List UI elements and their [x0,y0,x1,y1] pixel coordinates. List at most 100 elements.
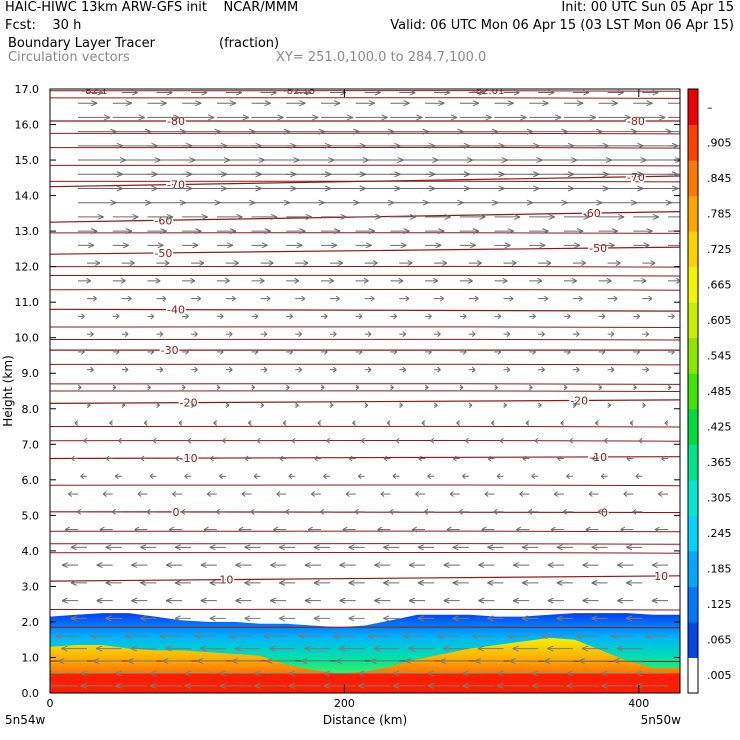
circulation-vector [210,455,217,462]
circulation-vector [270,597,287,604]
circulation-vector [456,420,460,426]
circulation-vector [626,455,634,462]
circulation-vector [459,349,467,355]
contour-line [50,146,680,149]
circulation-vector [286,384,290,391]
circulation-vector [633,213,660,220]
circulation-vector [225,260,239,267]
contour-line [50,363,680,366]
circulation-vector [112,199,152,206]
circulation-vector [320,384,325,391]
header-init-time: Init: 00 UTC Sun 05 Apr 15 [561,0,734,15]
circulation-vector [395,437,400,444]
circulation-vector [601,682,634,689]
circulation-vector [78,114,111,121]
circulation-vector [355,114,388,121]
colorbar-label: .845 [707,172,732,185]
contour-label: 0 [601,506,608,519]
circulation-vector [78,199,117,206]
circulation-vector [635,473,643,480]
circulation-vector [481,526,495,533]
circulation-vector [390,277,404,284]
circulation-vector [286,349,293,355]
circulation-vector [459,313,467,320]
circulation-vector [572,331,580,338]
circulation-vector [434,295,444,302]
circulation-vector [181,384,186,391]
circulation-vector [459,384,464,391]
circulation-vector [572,260,586,267]
circulation-vector [143,420,148,426]
circulation-vector [64,526,78,533]
y-axis-label: Height (km) [1,355,15,426]
circulation-vector [251,213,278,220]
circulation-vector [459,114,492,121]
circulation-vector [147,349,155,355]
circulation-vector [329,366,337,373]
x-tick-label: 0 [47,697,54,710]
circulation-vector [430,437,435,444]
circulation-vector [528,508,539,515]
circulation-vector [668,349,675,355]
circulation-vector [329,402,334,409]
colorbar-frame [687,88,699,694]
header-title: HAIC-HIWC 13km ARW-GFS init NCAR/MMM [5,0,299,15]
top-contour-label: -82.15 [283,86,315,97]
circulation-vector [598,100,618,107]
circulation-vector [572,89,590,96]
circulation-vector [633,349,641,355]
circulation-vector [282,420,287,426]
y-tick-label: 10.0 [15,332,40,345]
circulation-vector [442,645,469,652]
circulation-vector [373,645,400,652]
circulation-vector [209,544,226,551]
circulation-vector [531,670,564,677]
circulation-vector [642,295,653,302]
y-tick-label: 16.0 [15,119,40,132]
circulation-vector [279,579,296,586]
circulation-vector [70,579,87,586]
contour-line [50,383,680,385]
contour-line [50,425,680,428]
circulation-vector [286,213,313,220]
circulation-vector [159,633,183,640]
circulation-vector [598,114,631,121]
circulation-vector [225,331,233,338]
circulation-vector [320,228,341,235]
circulation-vector [279,615,296,622]
circulation-vector [494,100,514,107]
circulation-vector [563,277,577,284]
circulation-vector [225,295,236,302]
circulation-vector [74,420,79,426]
circulation-vector [355,277,369,284]
circulation-vector [191,295,202,302]
circulation-vector [633,242,650,249]
circulation-vector [83,437,88,444]
circulation-vector [295,366,302,373]
circulation-vector [389,508,400,515]
circulation-vector [598,213,625,220]
y-tick-label: 17.0 [15,83,40,96]
contour-line [50,164,680,167]
circulation-vector [529,384,533,391]
circulation-vector [529,349,536,355]
circulation-vector [285,508,296,515]
circulation-vector [556,615,573,622]
circulation-vector [499,437,504,444]
circulation-vector [633,277,647,284]
circulation-vector [434,331,441,338]
circulation-vector [329,295,340,302]
circulation-vector [408,562,426,569]
circulation-vector [182,277,196,284]
circulation-vector [235,562,252,569]
circulation-vector [130,645,157,652]
circulation-vector [115,682,148,689]
circulation-vector [390,213,417,220]
circulation-vector [607,260,621,267]
circulation-vector [560,420,565,426]
circulation-vector [598,199,638,206]
circulation-vector [553,491,564,497]
circulation-vector [121,89,138,96]
circulation-vector [477,645,504,652]
circulation-vector [244,615,261,622]
